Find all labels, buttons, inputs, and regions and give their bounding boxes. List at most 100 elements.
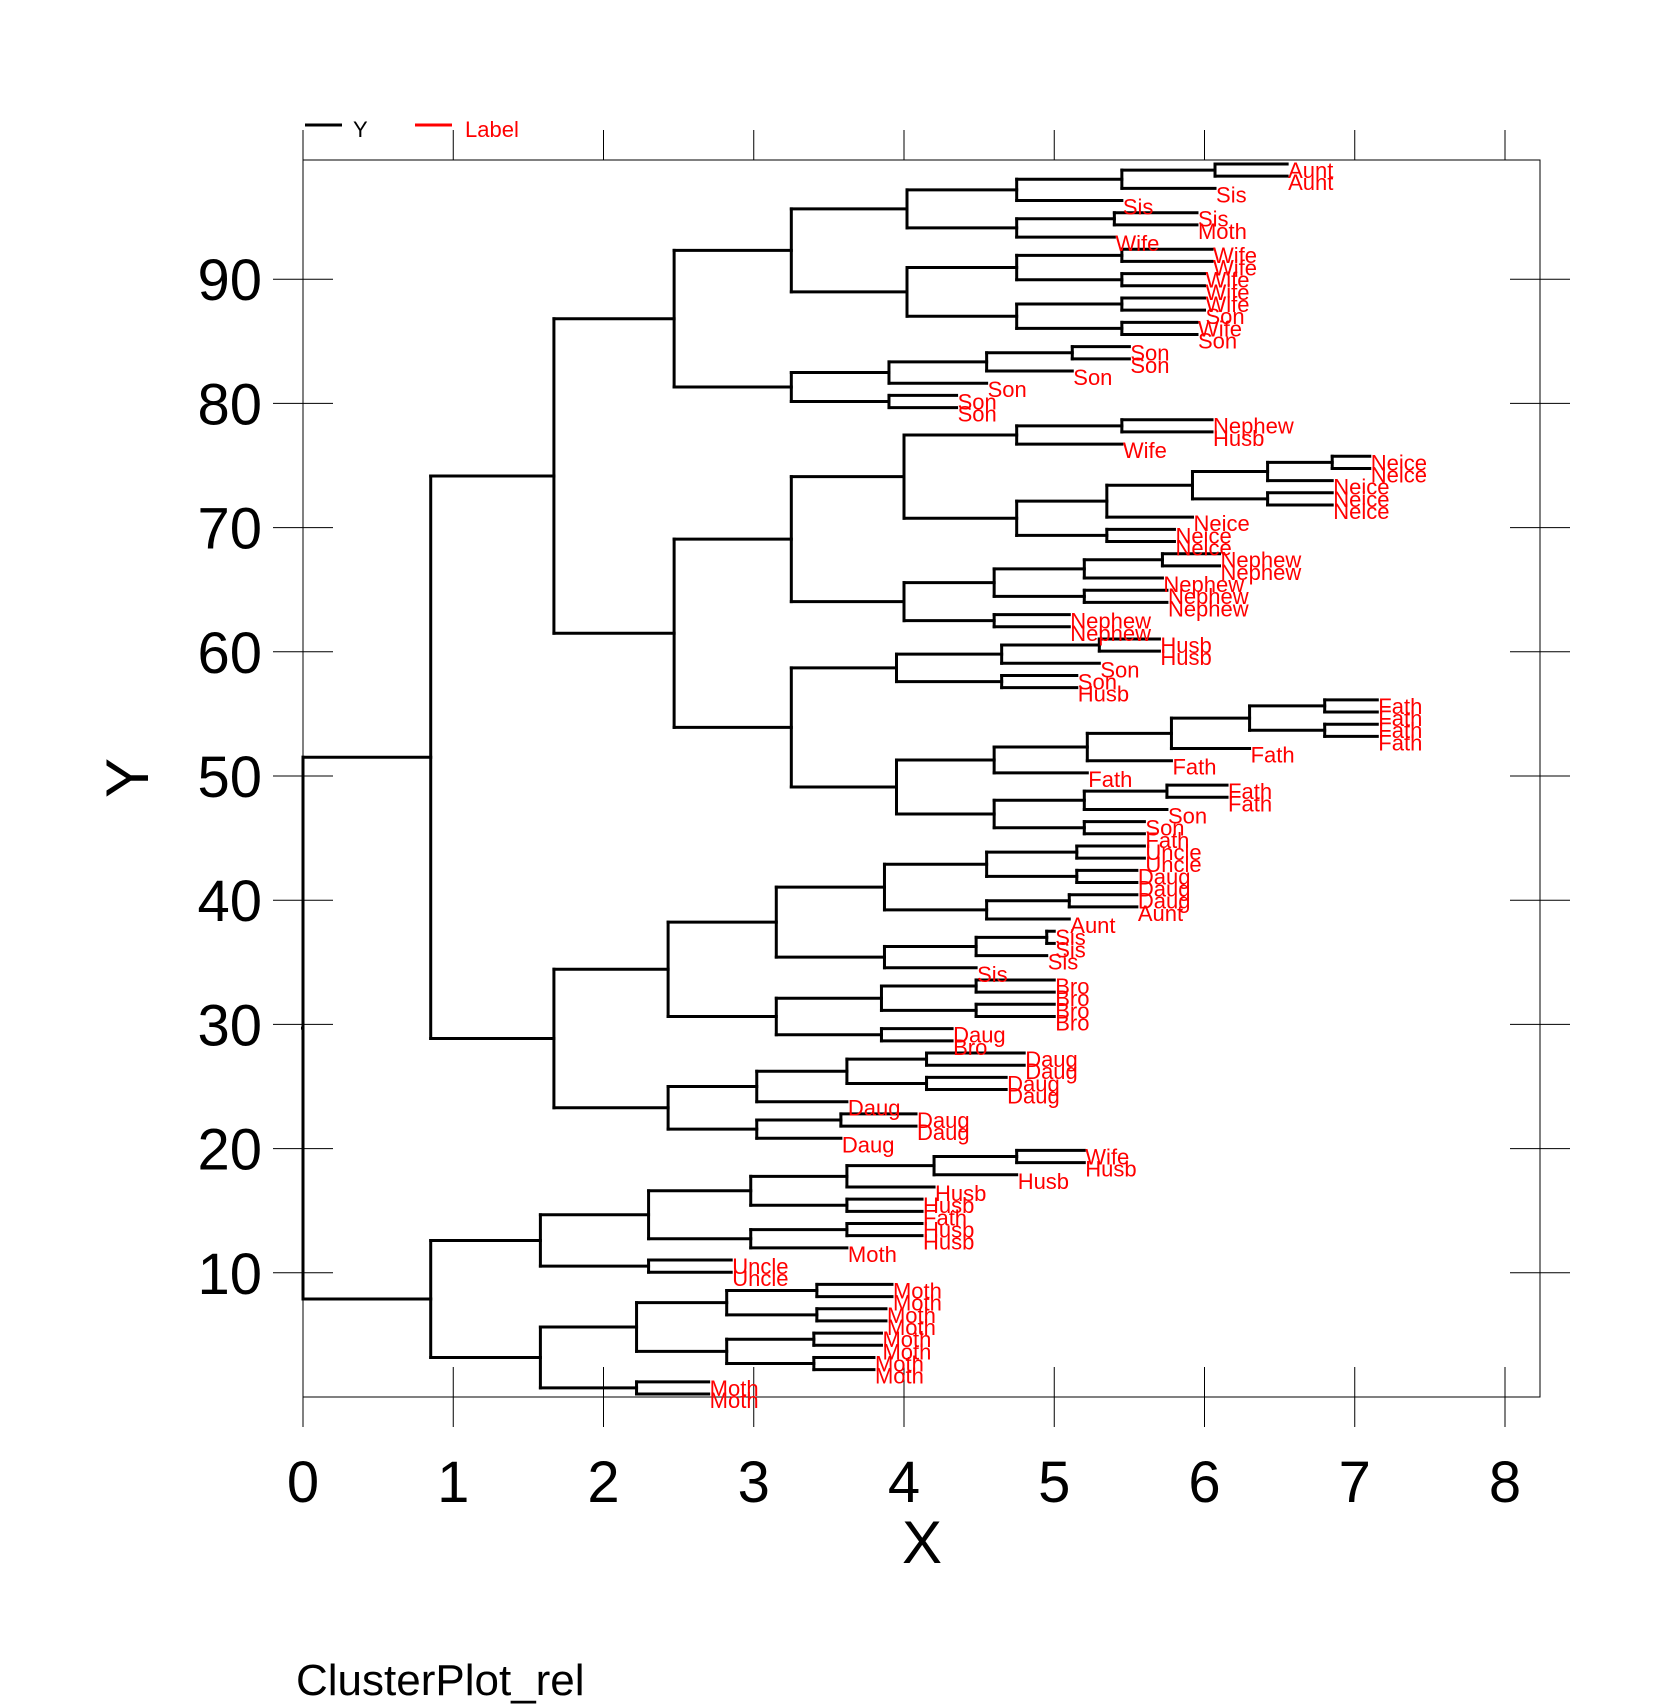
legend-label-label: Label xyxy=(465,117,519,142)
y-tick-label: 20 xyxy=(197,1118,262,1183)
leaf-label: Sis xyxy=(1048,950,1079,975)
x-tick-label: 1 xyxy=(437,1450,469,1515)
leaf-label: Wife xyxy=(1213,255,1257,280)
axes-layer: 0 1 2 3 4 5 6 7 8 10 20 30 40 50 60 70 80 90 xyxy=(197,130,1570,1515)
leaf-label: Wife xyxy=(1115,231,1159,256)
leaf-label: Son xyxy=(1073,365,1112,390)
leaf-label: Husb xyxy=(935,1181,986,1206)
leaf-label: Daug xyxy=(842,1132,895,1157)
leaf-label: Daug xyxy=(1007,1071,1060,1096)
y-tick-label: 10 xyxy=(197,1242,262,1307)
x-tick-label: 7 xyxy=(1339,1450,1371,1515)
leaf-label: Husb xyxy=(1160,633,1211,658)
leaf-label: Moth xyxy=(1198,219,1247,244)
leaf-label: Moth xyxy=(710,1388,759,1413)
leaf-label: Sis xyxy=(1123,195,1154,220)
leaf-label: Wife xyxy=(1085,1144,1129,1169)
leaf-label: Son xyxy=(1130,353,1169,378)
leaf-label: Son xyxy=(958,402,997,427)
leaf-label: Son xyxy=(1168,803,1207,828)
leaf-label: Fath xyxy=(1378,694,1422,719)
leaf-label: Uncle xyxy=(732,1266,788,1291)
leaf-label: Son xyxy=(1078,669,1117,694)
leaf-label: Daug xyxy=(1138,889,1191,914)
leaf-label: Daug xyxy=(1025,1047,1078,1072)
leaf-label: Moth xyxy=(875,1364,924,1389)
leaf-label: Fath xyxy=(1251,743,1295,768)
leaf-label: Son xyxy=(1206,304,1245,329)
y-tick-label: 50 xyxy=(197,745,262,810)
y-tick-label: 90 xyxy=(197,248,262,313)
leaf-label: Sis xyxy=(1198,207,1229,232)
leaf-label: Neice xyxy=(1333,475,1389,500)
x-tick-label: 2 xyxy=(587,1450,619,1515)
leaf-label: Husb xyxy=(1160,645,1211,670)
leaf-label: Uncle xyxy=(1145,852,1201,877)
leaf-label: Daug xyxy=(848,1096,901,1121)
leaf-label: Nephew xyxy=(1221,560,1302,585)
leaf-label: Moth xyxy=(887,1315,936,1340)
leaf-label: Bro xyxy=(1055,1010,1089,1035)
leaf-label: Wife xyxy=(1206,268,1250,293)
x-tick-label: 4 xyxy=(888,1450,920,1515)
leaf-label: Son xyxy=(988,377,1027,402)
x-tick-label: 0 xyxy=(287,1450,319,1515)
legend-label-y: Y xyxy=(353,117,368,142)
leaf-label: Fath xyxy=(1378,706,1422,731)
x-tick-label: 3 xyxy=(738,1450,770,1515)
leaf-label: Nephew xyxy=(1070,609,1151,634)
y-tick-label: 70 xyxy=(197,497,262,562)
leaf-label: Fath xyxy=(923,1205,967,1230)
leaf-label: Husb xyxy=(1213,426,1264,451)
leaf-label: Wife xyxy=(1206,292,1250,317)
leaf-label: Fath xyxy=(1378,730,1422,755)
x-tick-label: 6 xyxy=(1188,1450,1220,1515)
leaf-label: Moth xyxy=(893,1291,942,1316)
leaf-label: Fath xyxy=(1172,755,1216,780)
leaf-label: Nephew xyxy=(1168,584,1249,609)
leaf-label: Bro xyxy=(1055,998,1089,1023)
leaf-label: Husb xyxy=(1085,1157,1136,1182)
leaf-label: Moth xyxy=(893,1278,942,1303)
leaf-label: Fath xyxy=(1145,828,1189,853)
leaf-label: Daug xyxy=(917,1120,970,1145)
leaf-label: Sis xyxy=(1216,182,1247,207)
leaf-label: Aunt xyxy=(1288,158,1333,183)
leaf-label: Bro xyxy=(1055,974,1089,999)
leaf-label: Fath xyxy=(1378,718,1422,743)
leaf-label: Daug xyxy=(953,1023,1006,1048)
x-axis-title: X xyxy=(902,1509,942,1576)
leaf-label: Neice xyxy=(1333,487,1389,512)
leaf-label: Bro xyxy=(1055,986,1089,1011)
leaf-label: Son xyxy=(1198,328,1237,353)
bottom-title: ClusterPlot_rel xyxy=(296,1656,585,1705)
leaf-label: Neice xyxy=(1193,511,1249,536)
y-tick-label: 40 xyxy=(197,869,262,934)
leaf-label: Son xyxy=(1100,657,1139,682)
y-tick-label: 80 xyxy=(197,372,262,437)
leaf-label: Nephew xyxy=(1070,621,1151,646)
leaf-label: Nephew xyxy=(1163,572,1244,597)
leaf-label: Moth xyxy=(882,1339,931,1364)
leaf-label: Moth xyxy=(848,1242,897,1267)
leaf-label: Wife xyxy=(1206,280,1250,305)
leaf-label: Nephew xyxy=(1168,596,1249,621)
y-tick-label: 30 xyxy=(197,993,262,1058)
leaf-label: Daug xyxy=(1138,864,1191,889)
x-tick-label: 5 xyxy=(1038,1450,1070,1515)
leaf-label: Fath xyxy=(1088,767,1132,792)
leaf-label: Husb xyxy=(1078,682,1129,707)
leaf-label: Uncle xyxy=(732,1254,788,1279)
leaf-label: Nephew xyxy=(1221,548,1302,573)
leaf-label: Neice xyxy=(1333,499,1389,524)
leaf-label: Daug xyxy=(1007,1084,1060,1109)
legend: Y Label xyxy=(305,117,519,142)
leaf-label: Neice xyxy=(1175,536,1231,561)
leaf-label: Son xyxy=(1145,816,1184,841)
leaf-label: Daug xyxy=(917,1108,970,1133)
leaf-label: Aunt xyxy=(1138,901,1183,926)
leaf-label: Husb xyxy=(923,1230,974,1255)
leaf-label: Aunt xyxy=(1070,913,1115,938)
